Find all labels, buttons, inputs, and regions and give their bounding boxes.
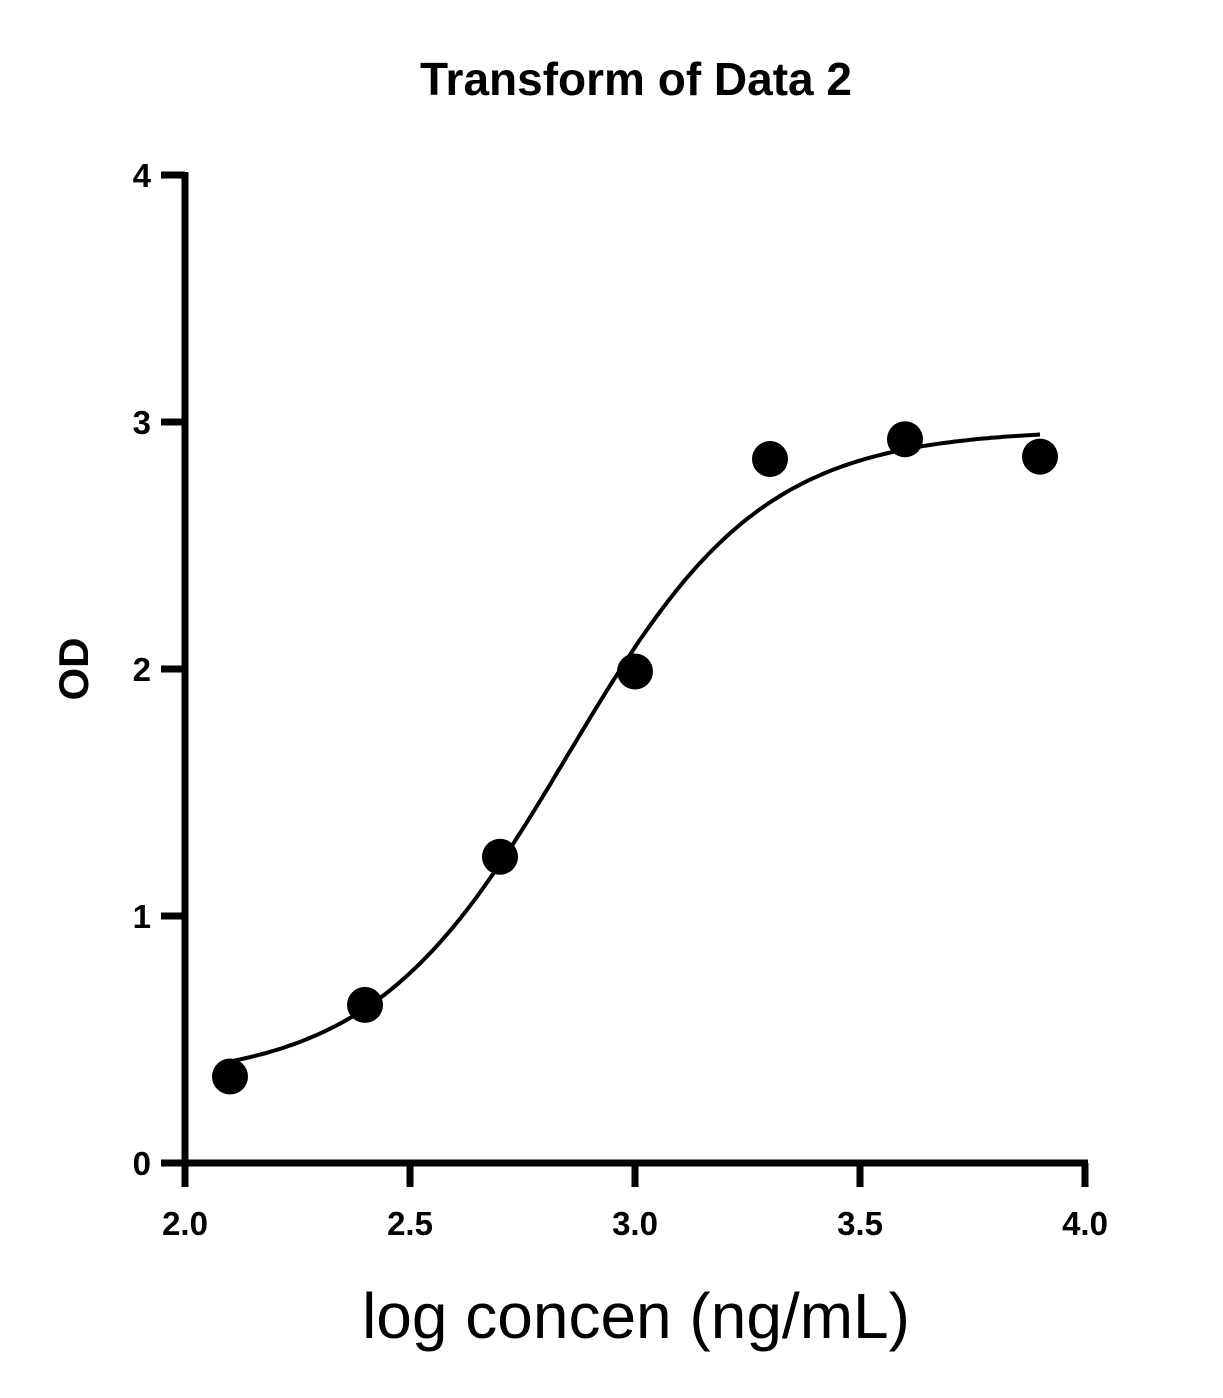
x-tick-label: 4.0 xyxy=(1062,1205,1108,1242)
data-point xyxy=(482,838,518,875)
y-tick-label: 2 xyxy=(133,651,151,688)
data-point xyxy=(617,653,653,690)
x-tick-label: 2.5 xyxy=(387,1205,433,1242)
x-axis-label: log concen (ng/mL) xyxy=(362,1280,910,1352)
y-axis-label: OD xyxy=(50,638,97,701)
x-tick-label: 2.0 xyxy=(162,1205,208,1242)
data-point xyxy=(887,421,923,458)
x-tick-label: 3.0 xyxy=(612,1205,658,1242)
x-tick-label: 3.5 xyxy=(837,1205,883,1242)
data-point xyxy=(212,1058,248,1095)
data-point xyxy=(347,986,383,1023)
y-tick-label: 1 xyxy=(133,898,151,935)
fit-curve xyxy=(229,432,1041,1064)
chart-title: Transform of Data 2 xyxy=(420,53,852,105)
data-point xyxy=(752,441,788,478)
data-point xyxy=(1022,438,1058,475)
y-tick-label: 3 xyxy=(133,404,151,441)
y-tick-label: 0 xyxy=(133,1145,151,1182)
y-tick-label: 4 xyxy=(133,157,152,194)
